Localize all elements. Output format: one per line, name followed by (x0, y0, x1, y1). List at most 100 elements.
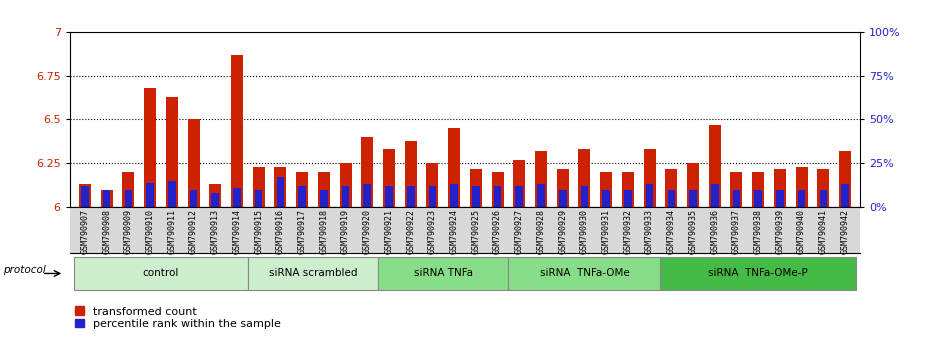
Bar (819, 190, 827, 207)
Bar (709, 125, 721, 207)
Text: GSM790910: GSM790910 (146, 210, 154, 255)
Bar (146, 183, 153, 207)
Text: GSM790942: GSM790942 (841, 210, 849, 255)
Text: siRNA TNFa: siRNA TNFa (414, 268, 472, 278)
Text: GSM790922: GSM790922 (406, 210, 415, 255)
Bar (535, 151, 547, 207)
Bar (603, 190, 610, 207)
Bar (817, 169, 830, 207)
Bar (668, 190, 675, 207)
Bar (385, 186, 392, 207)
Bar (253, 167, 265, 207)
Text: GSM790913: GSM790913 (211, 210, 219, 255)
Text: GSM790911: GSM790911 (167, 210, 177, 255)
Bar (318, 172, 330, 207)
Bar (513, 160, 525, 207)
Bar (578, 149, 591, 207)
Text: GSM790931: GSM790931 (602, 210, 611, 255)
Bar (209, 184, 221, 207)
Bar (188, 120, 200, 207)
Bar (798, 190, 805, 207)
Bar (689, 190, 697, 207)
Bar (470, 169, 482, 207)
Legend: transformed count, percentile rank within the sample: transformed count, percentile rank withi… (75, 307, 281, 329)
Bar (429, 186, 436, 207)
Text: GSM790917: GSM790917 (298, 210, 307, 255)
FancyBboxPatch shape (509, 257, 660, 290)
Bar (276, 177, 285, 207)
Bar (492, 172, 503, 207)
Bar (407, 186, 415, 207)
Text: siRNA  TNFa-OMe-P: siRNA TNFa-OMe-P (709, 268, 808, 278)
Text: GSM790914: GSM790914 (232, 210, 242, 255)
Text: GSM790916: GSM790916 (276, 210, 285, 255)
Bar (274, 167, 286, 207)
Bar (624, 190, 631, 207)
Bar (733, 190, 740, 207)
FancyBboxPatch shape (247, 257, 379, 290)
Bar (123, 172, 134, 207)
Text: protocol: protocol (4, 265, 46, 275)
Bar (796, 167, 807, 207)
Text: GSM790936: GSM790936 (711, 210, 719, 255)
Bar (494, 186, 501, 207)
Text: GSM790909: GSM790909 (124, 210, 133, 255)
Text: siRNA  TNFa-OMe: siRNA TNFa-OMe (539, 268, 630, 278)
Text: GSM790915: GSM790915 (254, 210, 263, 255)
Bar (103, 190, 111, 207)
Text: GSM790934: GSM790934 (667, 210, 676, 255)
Bar (472, 186, 480, 207)
Text: GSM790907: GSM790907 (81, 210, 89, 255)
Text: GSM790919: GSM790919 (341, 210, 350, 255)
Bar (559, 190, 566, 207)
Text: GSM790924: GSM790924 (449, 210, 458, 255)
Bar (711, 184, 719, 207)
Text: GSM790941: GSM790941 (818, 210, 828, 255)
Bar (777, 190, 784, 207)
Bar (842, 184, 849, 207)
Bar (296, 172, 308, 207)
Bar (665, 169, 677, 207)
Bar (100, 190, 113, 207)
Bar (644, 149, 656, 207)
Text: GSM790933: GSM790933 (645, 210, 654, 255)
Bar (405, 141, 417, 207)
Text: GSM790929: GSM790929 (558, 210, 567, 255)
Text: GSM790939: GSM790939 (776, 210, 784, 255)
Bar (361, 137, 373, 207)
Text: GSM790912: GSM790912 (189, 210, 198, 255)
Bar (752, 172, 764, 207)
Bar (427, 163, 438, 207)
Bar (125, 190, 132, 207)
FancyBboxPatch shape (379, 257, 509, 290)
Text: GSM790918: GSM790918 (319, 210, 328, 255)
Text: GSM790923: GSM790923 (428, 210, 437, 255)
Text: GSM790908: GSM790908 (102, 210, 112, 255)
Bar (231, 55, 243, 207)
Bar (341, 186, 350, 207)
Text: GSM790921: GSM790921 (384, 210, 393, 255)
Bar (299, 186, 306, 207)
Text: GSM790938: GSM790938 (753, 210, 763, 255)
Bar (339, 163, 352, 207)
Text: GSM790932: GSM790932 (623, 210, 632, 255)
Bar (450, 184, 458, 207)
Bar (600, 172, 612, 207)
Bar (364, 184, 371, 207)
Text: GSM790935: GSM790935 (688, 210, 698, 255)
Bar (839, 151, 851, 207)
Bar (168, 181, 176, 207)
Text: GSM790926: GSM790926 (493, 210, 502, 255)
Bar (79, 184, 91, 207)
Bar (320, 190, 327, 207)
Text: GSM790940: GSM790940 (797, 210, 806, 255)
Bar (687, 163, 699, 207)
Bar (144, 88, 156, 207)
Bar (383, 149, 395, 207)
Bar (754, 190, 762, 207)
Bar (448, 128, 460, 207)
Bar (774, 169, 786, 207)
Bar (645, 184, 654, 207)
Bar (81, 186, 88, 207)
FancyBboxPatch shape (660, 257, 856, 290)
